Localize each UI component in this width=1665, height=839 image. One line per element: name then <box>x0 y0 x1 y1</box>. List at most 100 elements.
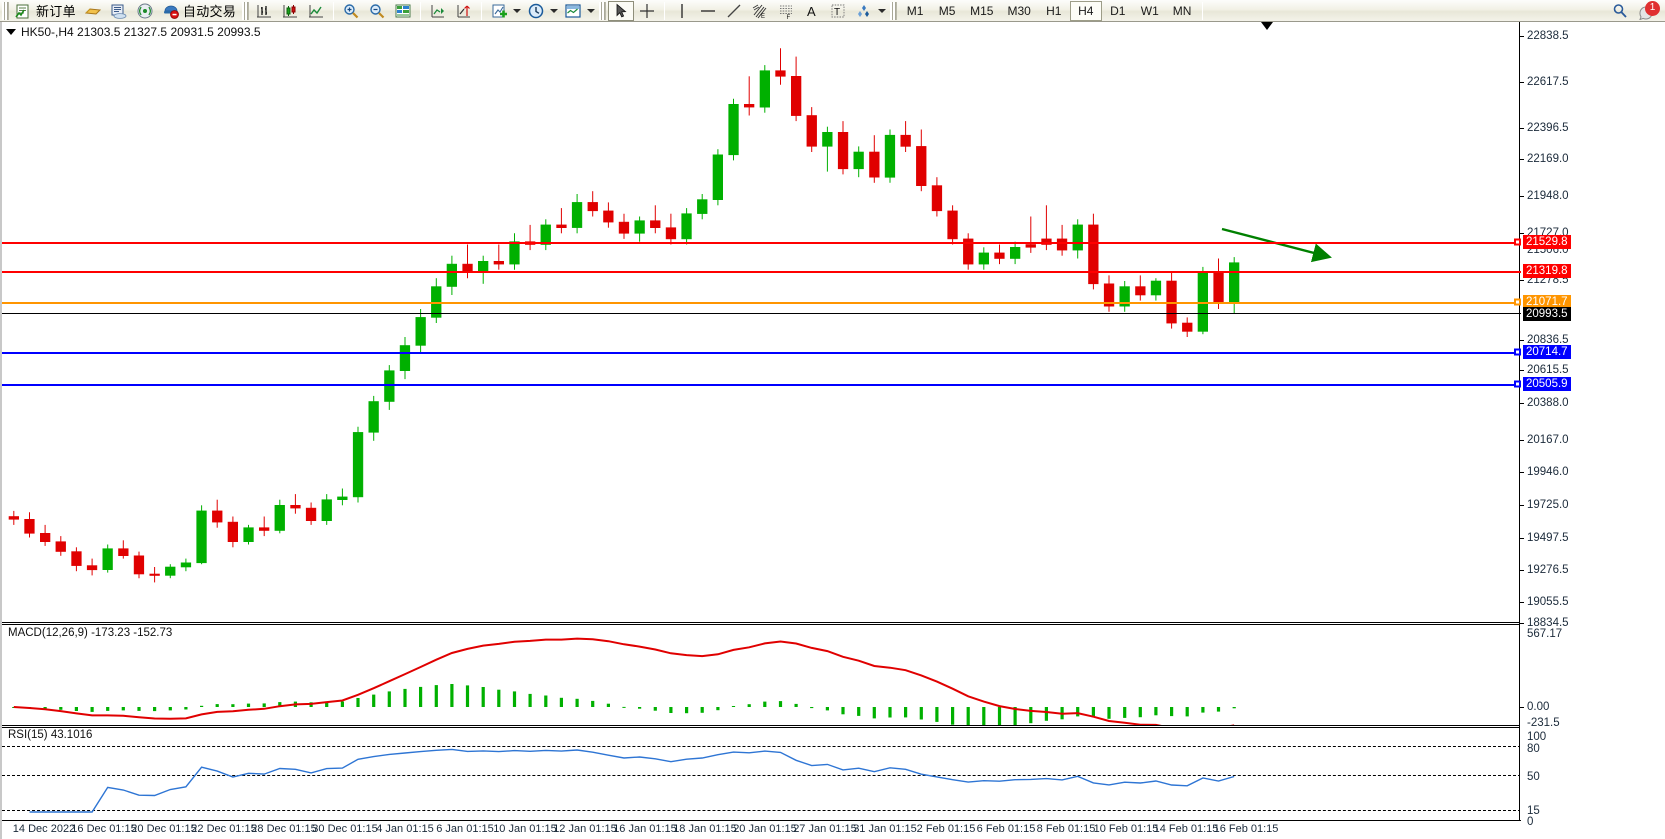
svg-text:T: T <box>834 7 840 18</box>
timeframe-h1[interactable]: H1 <box>1046 3 1062 18</box>
timeframe-mn[interactable]: MN <box>1172 3 1192 18</box>
time-tick: 16 Jan 01:15 <box>613 823 677 835</box>
line-chart-icon <box>309 4 324 17</box>
support-line-20714-handle[interactable] <box>1514 348 1521 356</box>
news-icon <box>111 4 127 19</box>
price-tick: 22617.5 <box>1527 76 1569 88</box>
objects-button[interactable] <box>851 1 877 21</box>
candlestick-chart-button[interactable] <box>277 1 303 21</box>
chart-shift-button[interactable] <box>451 1 477 21</box>
crosshair-button[interactable] <box>634 1 660 21</box>
rsi-series <box>29 748 1235 813</box>
line-chart-button[interactable] <box>303 1 329 21</box>
objects-icon <box>858 4 870 17</box>
period-dropdown-arrow[interactable] <box>550 8 559 13</box>
horizontal-line-button[interactable] <box>695 1 721 21</box>
objects-dropdown-arrow[interactable] <box>878 8 887 13</box>
price-tag-bid[interactable]: 21071.7 <box>1523 295 1571 309</box>
auto-trading-label: 自动交易 <box>182 4 237 19</box>
timeframe-m15[interactable]: M15 <box>970 3 994 18</box>
bar-chart-button[interactable] <box>251 1 277 21</box>
news-button[interactable] <box>106 1 132 21</box>
chart-window[interactable]: HK50-,H4 21303.5 21327.5 20931.5 20993.5… <box>0 22 1665 839</box>
time-tick: 14 Feb 01:15 <box>1153 823 1219 835</box>
zoom-out-button[interactable] <box>364 1 390 21</box>
horizontal-line-icon <box>701 9 716 12</box>
label-icon: T <box>831 4 845 18</box>
resistance-line-21529[interactable] <box>2 242 1521 244</box>
support-line-20714[interactable] <box>2 352 1521 354</box>
chevron-down-icon[interactable] <box>6 29 16 35</box>
add-indicator-dropdown-arrow[interactable] <box>513 8 522 13</box>
data-window-button[interactable] <box>390 1 416 21</box>
rsi-level-15 <box>2 810 1521 811</box>
auto-scroll-button[interactable] <box>425 1 451 21</box>
vertical-line-button[interactable] <box>669 1 695 21</box>
rsi-scale-0: 0 <box>1527 816 1534 828</box>
label-button[interactable]: T <box>825 1 851 21</box>
timeframe-m5[interactable]: M5 <box>938 3 956 18</box>
toolbar-grip-4[interactable] <box>890 1 898 20</box>
price-tick: 18834.5 <box>1527 617 1569 629</box>
chart-symbol-header[interactable]: HK50-,H4 21303.5 21327.5 20931.5 20993.5 <box>6 25 261 39</box>
time-tick: 12 Jan 01:15 <box>553 823 617 835</box>
search-button[interactable] <box>1607 1 1633 21</box>
resistance-line-21319[interactable] <box>2 271 1521 273</box>
expert-advisor-button[interactable]: 自动交易 <box>158 1 240 21</box>
zoom-in-icon <box>344 3 359 18</box>
bid-price-line[interactable] <box>2 302 1521 304</box>
new-order-button[interactable]: 新订单 <box>11 1 80 21</box>
templates-icon <box>565 3 581 18</box>
price-tag-resistance-2[interactable]: 21319.8 <box>1523 264 1571 278</box>
toolbar-grip-2[interactable] <box>242 1 250 20</box>
fibonacci-button[interactable]: F <box>773 1 799 21</box>
rsi-label[interactable]: RSI(15) 43.1016 <box>8 729 93 741</box>
timeframe-m30[interactable]: M30 <box>1007 3 1031 18</box>
toolbar-separator-3 <box>481 1 483 20</box>
cursor-button[interactable] <box>608 0 635 21</box>
gold-bar-button[interactable] <box>80 1 106 21</box>
signal-icon <box>137 3 153 18</box>
period-button[interactable] <box>523 1 549 21</box>
zoom-in-button[interactable] <box>338 1 364 21</box>
price-tag-resistance-1[interactable]: 21529.8 <box>1523 235 1571 249</box>
price-axis[interactable]: 22838.5 22617.5 22396.5 22169.0 21948.0 … <box>1519 22 1665 839</box>
templates-dropdown-arrow[interactable] <box>587 8 596 13</box>
price-tag-support-2[interactable]: 20505.9 <box>1523 377 1571 391</box>
text-button[interactable]: A <box>799 1 825 21</box>
price-tick: 19497.5 <box>1527 532 1569 544</box>
equidistant-channel-icon: E <box>752 4 767 20</box>
bid-price-line-handle[interactable] <box>1514 298 1521 306</box>
toolbar-grip-3[interactable] <box>599 1 607 20</box>
timeframe-d1[interactable]: D1 <box>1110 3 1126 18</box>
timeframe-m1[interactable]: M1 <box>906 3 924 18</box>
price-tick: 20615.5 <box>1527 364 1569 376</box>
add-indicator-button[interactable] <box>486 1 512 21</box>
expert-advisor-icon <box>163 5 179 19</box>
support-line-20505-handle[interactable] <box>1514 380 1521 388</box>
macd-label[interactable]: MACD(12,26,9) -173.23 -152.73 <box>8 627 173 639</box>
timeframe-w1[interactable]: W1 <box>1140 3 1159 18</box>
support-line-20505[interactable] <box>2 384 1521 386</box>
notifications-button[interactable]: 1 <box>1633 0 1660 21</box>
time-tick: 2 Feb 01:15 <box>916 823 976 835</box>
rsi-scale-15: 15 <box>1527 805 1540 817</box>
macd-pane-separator <box>2 622 1521 625</box>
data-window-icon <box>395 4 411 17</box>
signal-button[interactable] <box>132 1 158 21</box>
timeframe-h4[interactable]: H4 <box>1069 0 1102 21</box>
rsi-scale-80: 80 <box>1527 743 1540 755</box>
time-tick: 20 Dec 01:15 <box>131 823 197 835</box>
time-axis[interactable]: 14 Dec 2022 16 Dec 01:15 20 Dec 01:15 22 De… <box>2 820 1521 839</box>
price-tick: 20167.0 <box>1527 434 1569 446</box>
resistance-line-21529-handle[interactable] <box>1514 238 1521 246</box>
time-tick: 10 Feb 01:15 <box>1093 823 1159 835</box>
rsi-pane[interactable]: RSI(15) 43.1016 <box>2 728 1521 822</box>
toolbar-grip-1[interactable] <box>2 1 9 20</box>
macd-pane[interactable]: MACD(12,26,9) -173.23 -152.73 <box>2 625 1521 725</box>
trendline-button[interactable] <box>721 1 747 21</box>
toolbar-separator-5 <box>1202 1 1204 20</box>
price-tag-support-1[interactable]: 20714.7 <box>1523 345 1571 359</box>
templates-button[interactable] <box>560 1 586 21</box>
equidistant-channel-button[interactable]: E <box>747 1 773 21</box>
